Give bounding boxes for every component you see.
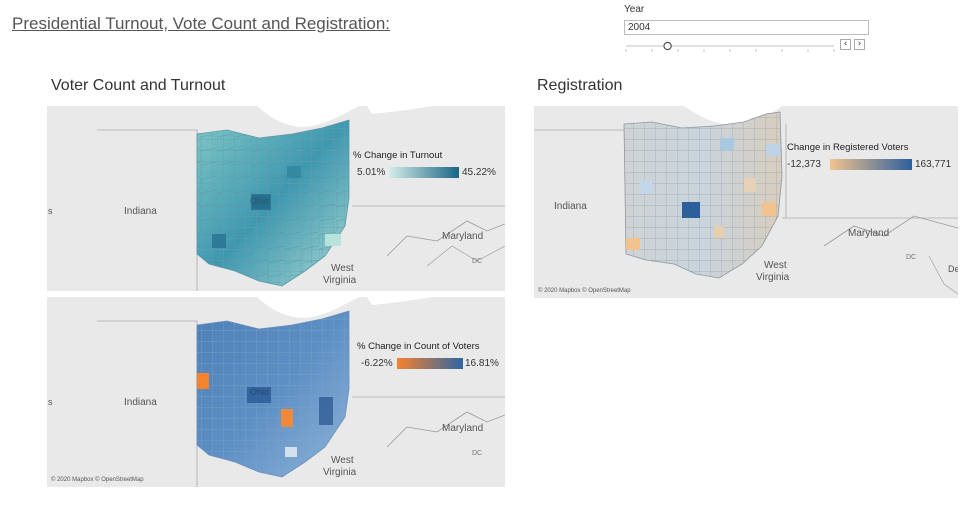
chevron-left-icon: ‹ (843, 39, 848, 49)
county-hamilton[interactable] (626, 238, 640, 250)
turnout-legend-max: 45.22% (462, 167, 496, 178)
county-mercer[interactable] (197, 373, 209, 389)
county-perry[interactable] (281, 409, 293, 427)
county-franklin[interactable] (682, 202, 700, 218)
map-label-maryland: Maryland (442, 423, 483, 434)
state-border (386, 220, 505, 257)
count-legend-max: 16.81% (465, 358, 499, 369)
lake-shore (367, 297, 432, 305)
map-label-ohio: Ohio (250, 196, 269, 206)
county-grid (624, 112, 782, 278)
map-label-indiana: Indiana (124, 397, 157, 408)
registration-legend-bar (830, 159, 912, 170)
map-label-virginia: Virginia (323, 467, 357, 478)
map-label-illinois-partial: s (48, 397, 53, 407)
map-label-maryland: Maryland (848, 228, 889, 239)
slider-thumb[interactable] (663, 41, 672, 51)
map-label-dc: DC (906, 254, 916, 261)
map-label-indiana: Indiana (554, 201, 587, 212)
county-washington[interactable] (325, 234, 341, 246)
county-cuyahoga[interactable] (720, 138, 734, 150)
voter-count-turnout-title: Voter Count and Turnout (51, 77, 226, 94)
count-legend-title: % Change in Count of Voters (357, 341, 480, 352)
county-grid (197, 311, 349, 477)
county-ashtabula[interactable] (766, 144, 780, 156)
year-input[interactable] (624, 20, 869, 35)
county-guernsey[interactable] (744, 178, 756, 192)
next-year-button[interactable]: › (854, 39, 865, 50)
map-label-west: West (331, 263, 354, 274)
map-label-virginia: Virginia (323, 275, 357, 286)
county-washington[interactable] (762, 202, 776, 216)
chevron-right-icon: › (857, 39, 862, 49)
map-label-virginia: Virginia (756, 272, 790, 283)
county-lawrence[interactable] (285, 447, 297, 457)
state-border (823, 215, 958, 247)
prev-year-button[interactable]: ‹ (840, 39, 851, 50)
map-label-dc: DC (472, 258, 482, 265)
count-legend-min: -6.22% (361, 358, 393, 369)
turnout-legend-title: % Change in Turnout (353, 150, 443, 161)
map-label-west: West (764, 260, 787, 271)
turnout-legend-min: 5.01% (357, 167, 386, 178)
year-slider[interactable] (624, 39, 836, 53)
county-grid (197, 120, 349, 286)
lake-shore (367, 106, 432, 114)
state-border (386, 411, 505, 448)
county-knox[interactable] (287, 166, 301, 178)
map-attribution[interactable]: © 2020 Mapbox © OpenStreetMap (51, 477, 144, 483)
state-border (426, 245, 505, 267)
map-label-indiana: Indiana (124, 206, 157, 217)
county-franklin[interactable] (250, 193, 272, 211)
registration-legend-max: 163,771 (915, 159, 952, 170)
registration-legend-title: Change in Registered Voters (787, 142, 909, 153)
state-border (928, 255, 958, 295)
map-label-west: West (331, 455, 354, 466)
registration-map[interactable]: Indiana Maryland DC De West Virginia Cha… (534, 106, 958, 298)
county-hamilton[interactable] (212, 234, 226, 248)
registration-legend-min: -12,373 (787, 159, 821, 170)
lake-erie (257, 297, 359, 318)
dashboard-title: Presidential Turnout, Vote Count and Reg… (12, 14, 391, 33)
year-filter-label: Year (624, 4, 645, 15)
map-attribution[interactable]: © 2020 Mapbox © OpenStreetMap (538, 288, 631, 294)
count-legend-bar (397, 358, 463, 369)
registration-title: Registration (537, 77, 623, 94)
map-label-illinois-partial: s (48, 206, 53, 216)
map-label-ohio: Ohio (250, 387, 269, 397)
county-franklin[interactable] (247, 387, 271, 403)
map-label-dc: DC (472, 450, 482, 457)
count-map[interactable]: Indiana s Ohio Maryland DC West Virginia… (47, 297, 505, 487)
lake-erie (684, 106, 782, 126)
lake-erie (257, 106, 359, 127)
turnout-map[interactable]: Indiana s Ohio Maryland DC West Virginia… (47, 106, 505, 291)
county-belmont[interactable] (319, 397, 333, 425)
map-label-maryland: Maryland (442, 231, 483, 242)
map-label-delaware-partial: De (948, 264, 958, 274)
turnout-legend-bar (389, 167, 459, 178)
slider-ticks (625, 49, 835, 52)
county-meigs[interactable] (714, 226, 724, 238)
county-miami[interactable] (640, 180, 652, 194)
